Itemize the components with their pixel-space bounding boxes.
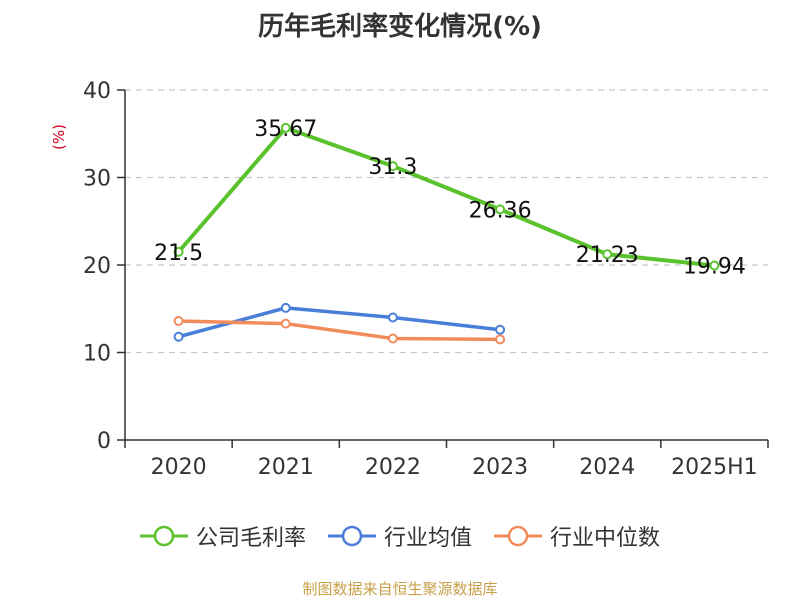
data-source-note: 制图数据来自恒生聚源数据库 xyxy=(302,580,498,598)
x-tick-label: 2021 xyxy=(258,455,314,480)
y-tick-label: 30 xyxy=(83,167,111,192)
data-point xyxy=(280,318,291,329)
data-point xyxy=(173,316,184,326)
grid-lines xyxy=(125,89,768,354)
data-point xyxy=(173,331,184,342)
data-point xyxy=(387,161,398,172)
legend-circle xyxy=(341,525,363,547)
legend-item[interactable]: 行业均值 xyxy=(327,520,472,552)
legend-label: 行业中位数 xyxy=(550,526,661,551)
x-tick-label: 2020 xyxy=(151,455,207,480)
y-tick-label: 0 xyxy=(97,429,111,454)
data-point xyxy=(495,324,506,335)
x-tick-label: 2023 xyxy=(472,455,528,480)
data-point xyxy=(709,260,720,271)
legend-item[interactable]: 行业中位数 xyxy=(494,520,660,552)
series-group xyxy=(173,122,720,345)
chart-title: 历年毛利率变化情况(%) xyxy=(258,12,542,42)
data-point xyxy=(280,122,291,133)
data-label: 19.94 xyxy=(683,255,746,280)
legend-label: 行业均值 xyxy=(383,526,472,551)
data-point xyxy=(387,312,398,323)
legend-item[interactable]: 公司毛利率 xyxy=(139,520,306,552)
y-tick-label: 40 xyxy=(83,79,111,104)
x-tick-label: 2024 xyxy=(579,455,635,480)
data-point xyxy=(495,334,506,345)
series-line xyxy=(178,319,501,342)
x-tick-label: 2025H1 xyxy=(671,455,758,480)
data-label: 35.67 xyxy=(254,117,317,142)
y-tick-label: 20 xyxy=(83,254,111,279)
legend-circle xyxy=(507,525,529,547)
data-point xyxy=(173,246,184,257)
y-tick-label: 10 xyxy=(83,342,111,367)
legend-label: 公司毛利率 xyxy=(195,526,306,551)
series-line xyxy=(177,125,715,268)
legend-marker-icon xyxy=(139,525,188,547)
axes: 0 10 20 30 40 2020 2021 2022 2023 2024 2025H1 xyxy=(83,79,769,480)
data-label: 21.23 xyxy=(576,243,639,268)
legend: 公司毛利率 行业均值 行业中位数 xyxy=(0,520,800,552)
data-point xyxy=(387,333,398,344)
legend-marker-icon xyxy=(327,525,376,547)
data-point xyxy=(280,302,291,313)
x-tick-label: 2022 xyxy=(365,455,421,480)
data-point xyxy=(495,204,506,215)
data-label: 31.3 xyxy=(368,155,417,180)
legend-circle xyxy=(153,525,175,547)
data-point xyxy=(602,249,613,260)
data-label: 26.36 xyxy=(469,198,532,223)
data-label: 21.5 xyxy=(154,241,203,266)
data-labels: 21.5 35.67 31.3 26.36 21.23 19.94 xyxy=(154,117,746,280)
legend-marker-icon xyxy=(494,525,542,547)
